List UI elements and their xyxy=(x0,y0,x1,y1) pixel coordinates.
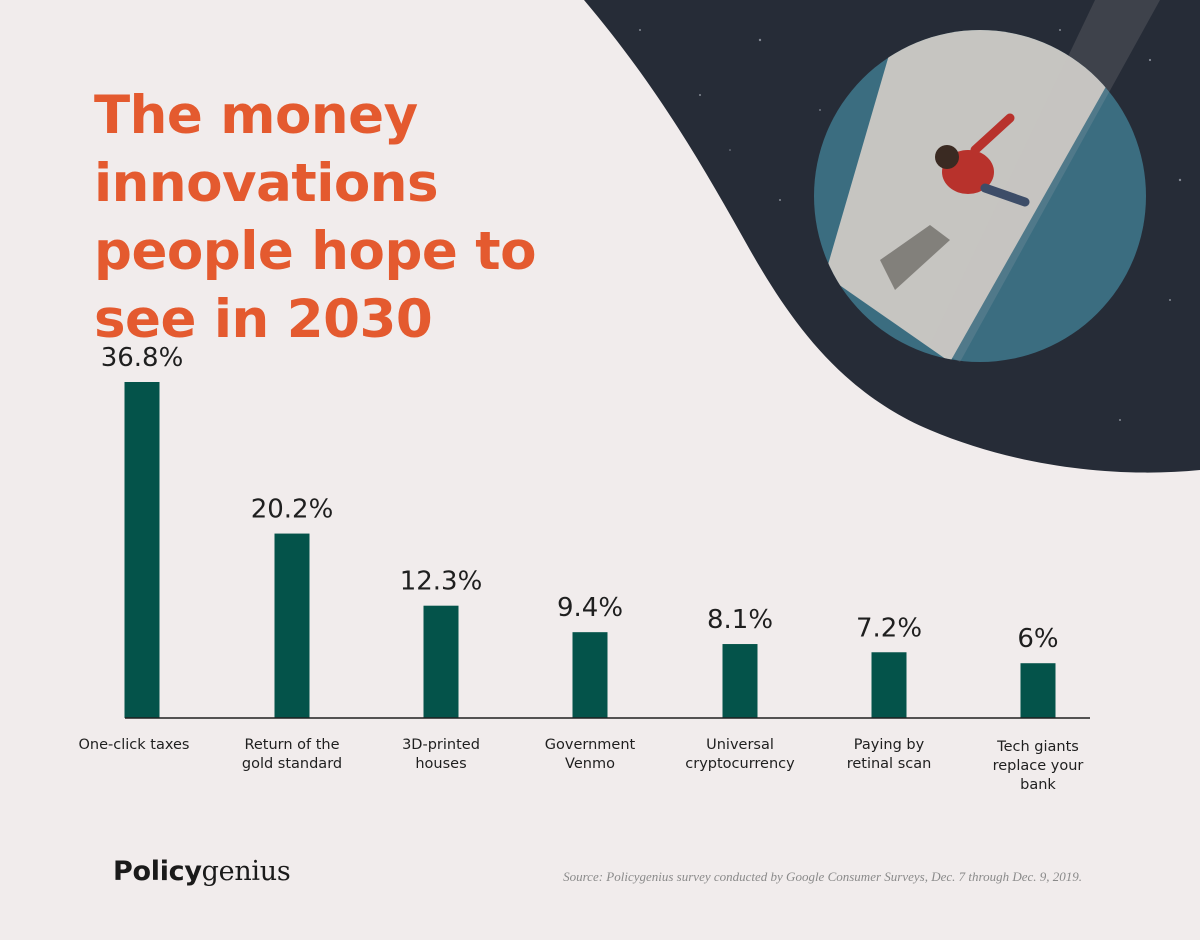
person-figure xyxy=(880,113,1030,290)
value-label-1: 20.2% xyxy=(251,495,334,525)
value-label-0: 36.8% xyxy=(101,343,184,373)
category-label-1-0: Return of the xyxy=(244,737,339,753)
category-label-3-1: Venmo xyxy=(565,756,615,772)
policygenius-logo: Policygenius xyxy=(113,856,291,887)
category-label-6-1: replace your xyxy=(993,758,1084,774)
value-label-3: 9.4% xyxy=(557,593,623,623)
category-label-5-0: Paying by xyxy=(854,737,925,753)
category-label-5-1: retinal scan xyxy=(847,756,932,772)
value-label-2: 12.3% xyxy=(400,567,483,597)
category-label-4-0: Universal xyxy=(706,737,774,753)
category-label-3-0: Government xyxy=(545,737,636,753)
category-label-1-1: gold standard xyxy=(242,756,342,772)
value-label-6: 6% xyxy=(1017,624,1058,654)
bar-3 xyxy=(572,632,608,718)
bar-2 xyxy=(423,605,459,718)
category-label-0-0: One-click taxes xyxy=(79,737,190,753)
category-label-2-1: houses xyxy=(415,756,466,772)
bar-0 xyxy=(124,382,160,718)
bar-4 xyxy=(722,644,758,718)
category-label-2-0: 3D-printed xyxy=(402,737,480,753)
night-sky-shape xyxy=(584,0,1200,473)
category-label-6-2: bank xyxy=(1020,777,1056,793)
source-note: Source: Policygenius survey conducted by… xyxy=(563,869,1082,884)
value-label-4: 8.1% xyxy=(707,605,773,635)
bar-1 xyxy=(274,533,310,718)
chart-title: The money innovations people hope to see… xyxy=(94,85,537,350)
bar-6 xyxy=(1020,663,1056,718)
category-label-4-1: cryptocurrency xyxy=(685,756,795,772)
bar-5 xyxy=(871,652,907,718)
category-label-6-0: Tech giants xyxy=(996,739,1079,755)
value-label-5: 7.2% xyxy=(856,613,922,643)
